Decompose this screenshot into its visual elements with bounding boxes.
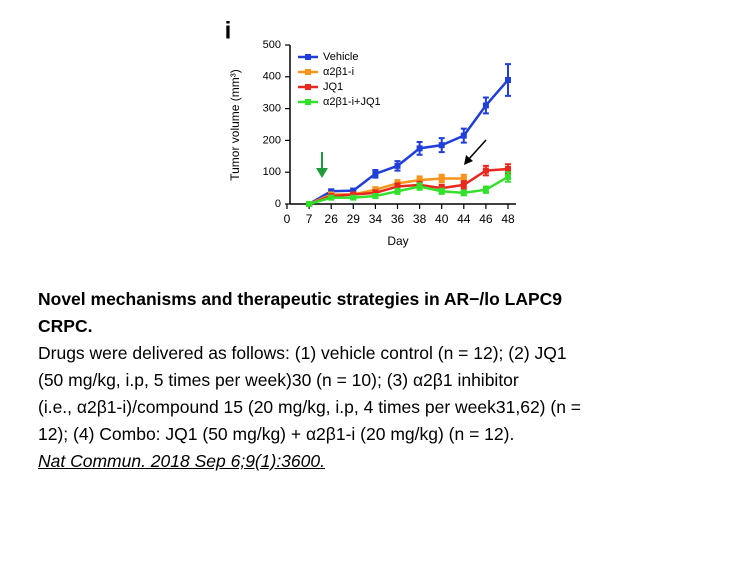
series-line xyxy=(308,175,509,206)
marker xyxy=(394,188,401,195)
legend-label: α2β1-i+JQ1 xyxy=(323,96,381,108)
x-axis-label: Day xyxy=(387,234,408,248)
y-axis-label: Tumor volume (mm³) xyxy=(228,69,242,181)
marker xyxy=(350,194,357,201)
marker xyxy=(438,188,445,195)
marker xyxy=(372,189,379,196)
x-tick-label: 29 xyxy=(347,212,361,226)
marker xyxy=(416,183,423,190)
legend-marker xyxy=(305,69,311,75)
chart: i Tumor volume (mm³) Day 010020030040050… xyxy=(225,17,516,248)
x-tick-label: 38 xyxy=(413,212,427,226)
legend-label: JQ1 xyxy=(323,81,343,93)
x-tick-label: 46 xyxy=(479,212,493,226)
marker xyxy=(482,167,489,174)
legend-marker xyxy=(305,84,311,90)
caption-title: Novel mechanisms and therapeutic strateg… xyxy=(38,286,562,340)
marker xyxy=(460,132,467,139)
x-tick-label: 34 xyxy=(369,212,383,226)
marker xyxy=(394,183,401,190)
citation: Nat Commun. 2018 Sep 6;9(1):3600. xyxy=(38,451,325,471)
marker xyxy=(306,201,313,207)
marker xyxy=(438,175,445,182)
marker xyxy=(505,173,511,180)
x-tick-label: 48 xyxy=(501,212,515,226)
marker xyxy=(394,162,401,169)
marker xyxy=(372,193,379,200)
marker xyxy=(505,166,511,173)
y-tick-label: 100 xyxy=(263,166,281,178)
marker xyxy=(416,177,423,184)
x-tick-label: 7 xyxy=(306,212,313,226)
y-tick-label: 0 xyxy=(275,198,281,210)
caption-body: Drugs were delivered as follows: (1) veh… xyxy=(38,340,581,475)
y-tick-label: 300 xyxy=(263,103,281,115)
marker xyxy=(505,76,511,83)
y-tick-label: 500 xyxy=(263,39,281,51)
marker xyxy=(372,170,379,177)
marker xyxy=(328,188,335,195)
marker xyxy=(482,102,489,109)
caption-line: 12); (4) Combo: JQ1 (50 mg/kg) + α2β1-i … xyxy=(38,424,515,444)
y-tick-label: 200 xyxy=(263,134,281,146)
caption-line: Drugs were delivered as follows: (1) veh… xyxy=(38,343,567,363)
series-line xyxy=(308,167,509,206)
legend-marker xyxy=(305,54,311,60)
series-line xyxy=(308,177,464,206)
caption-title-line: CRPC. xyxy=(38,316,93,336)
series-line xyxy=(308,79,509,206)
marker xyxy=(482,186,489,193)
start-arrow xyxy=(316,152,328,178)
legend-marker xyxy=(305,99,311,105)
legend-label: Vehicle xyxy=(323,51,358,63)
switch-arrow xyxy=(464,139,487,165)
panel-label: i xyxy=(225,17,232,44)
marker xyxy=(350,187,357,194)
x-tick-label: 40 xyxy=(435,212,449,226)
marker xyxy=(438,142,445,149)
caption-title-line: Novel mechanisms and therapeutic strateg… xyxy=(38,289,563,309)
x-tick-label: 0 xyxy=(284,212,291,226)
x-tick-label: 44 xyxy=(457,212,471,226)
marker xyxy=(460,175,467,182)
marker xyxy=(328,194,335,201)
marker xyxy=(416,145,423,152)
y-tick-label: 400 xyxy=(263,71,281,83)
caption-line: (50 mg/kg, i.p, 5 times per week)30 (n =… xyxy=(38,370,519,390)
x-tick-label: 36 xyxy=(391,212,405,226)
marker xyxy=(350,191,357,198)
caption-line: (i.e., α2β1-i)/compound 15 (20 mg/kg, i.… xyxy=(38,397,582,417)
marker xyxy=(460,189,467,196)
x-tick-label: 26 xyxy=(325,212,339,226)
marker xyxy=(460,181,467,188)
legend-label: α2β1-i xyxy=(323,66,354,78)
